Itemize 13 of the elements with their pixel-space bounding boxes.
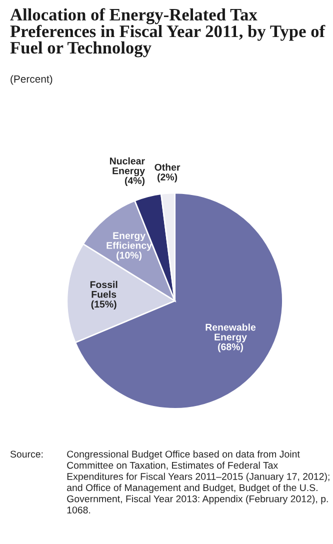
data-label: (2%): [158, 173, 178, 182]
chart-title: Allocation of Energy-Related Tax Preferences in Fiscal Year 2011, by Type of Fuel or Technology: [10, 8, 326, 58]
data-label: (68%): [218, 343, 243, 352]
data-label: (15%): [91, 300, 116, 310]
slice-label: Other: [154, 164, 180, 171]
text: Source: Congressional Budget Office based on data from Joint Committee on Taxation, Estimates of Federal Tax Expenditures for Fiscal Years 2011–2015 (January 17, 2012); and Office of Management and Budget, Budget of the U.S. Government, Fiscal Year 2013: Appendix (February 2012), p. 1068.: [10, 450, 330, 514]
chart-subtitle: (Percent): [10, 75, 52, 85]
slice-label: Fossil Fuels: [90, 280, 118, 298]
data-label: (10%): [116, 252, 142, 261]
data-label: (4%): [124, 176, 145, 186]
slice-label: Nuclear Energy: [110, 157, 145, 176]
slice-label: Energy Efficiency: [106, 232, 152, 251]
slice-label: Renewable Energy: [206, 324, 256, 342]
